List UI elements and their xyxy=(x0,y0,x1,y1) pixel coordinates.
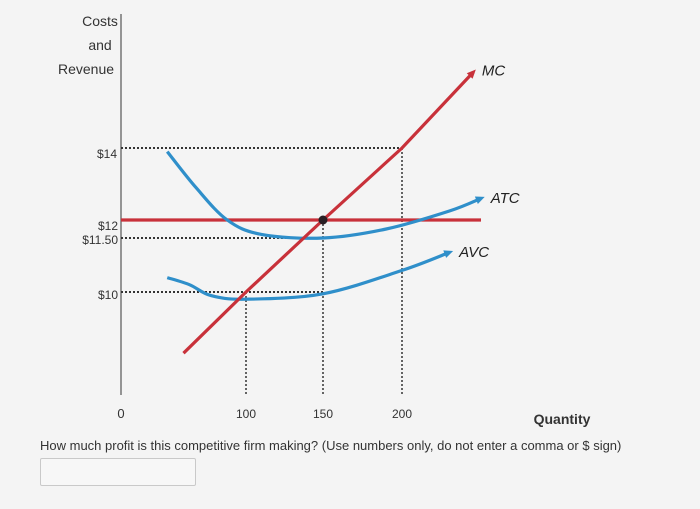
curves: AVC ATC MC xyxy=(121,62,520,355)
mc-curve xyxy=(182,71,475,355)
avc-arrowhead xyxy=(443,250,454,258)
mc-label: MC xyxy=(482,62,505,79)
x-tick-label: 100 xyxy=(236,407,256,421)
atc-arrowhead xyxy=(474,196,485,204)
x-tick-label: 150 xyxy=(313,407,333,421)
y-tick-label: $10 xyxy=(98,288,118,302)
y-tick-label: $12 xyxy=(98,219,118,233)
x-tick-label: 200 xyxy=(392,407,412,421)
y-axis-title-line-and: and xyxy=(88,37,111,53)
y-axis-title-line-costs: Costs xyxy=(82,13,118,29)
atc-label: ATC xyxy=(490,190,520,207)
y-tick-label: $11.50 xyxy=(82,233,118,247)
y-axis-title-line-revenue: Revenue xyxy=(58,61,114,77)
atc-curve xyxy=(165,150,482,240)
x-origin-label: 0 xyxy=(117,406,124,421)
question-text: How much profit is this competitive firm… xyxy=(40,438,622,453)
mc-arrowhead xyxy=(466,69,476,79)
avc-curve xyxy=(166,250,450,301)
profit-answer-input[interactable] xyxy=(40,458,196,486)
equilibrium-point xyxy=(318,215,328,225)
y-axis-title: Costs and Revenue xyxy=(58,13,118,77)
avc-label: AVC xyxy=(458,244,489,261)
y-tick-label: $14 xyxy=(97,147,117,161)
x-axis-title: Quantity xyxy=(534,411,591,427)
tick-labels: $14 $12$11.50 $10 100 150 200 xyxy=(82,147,412,421)
